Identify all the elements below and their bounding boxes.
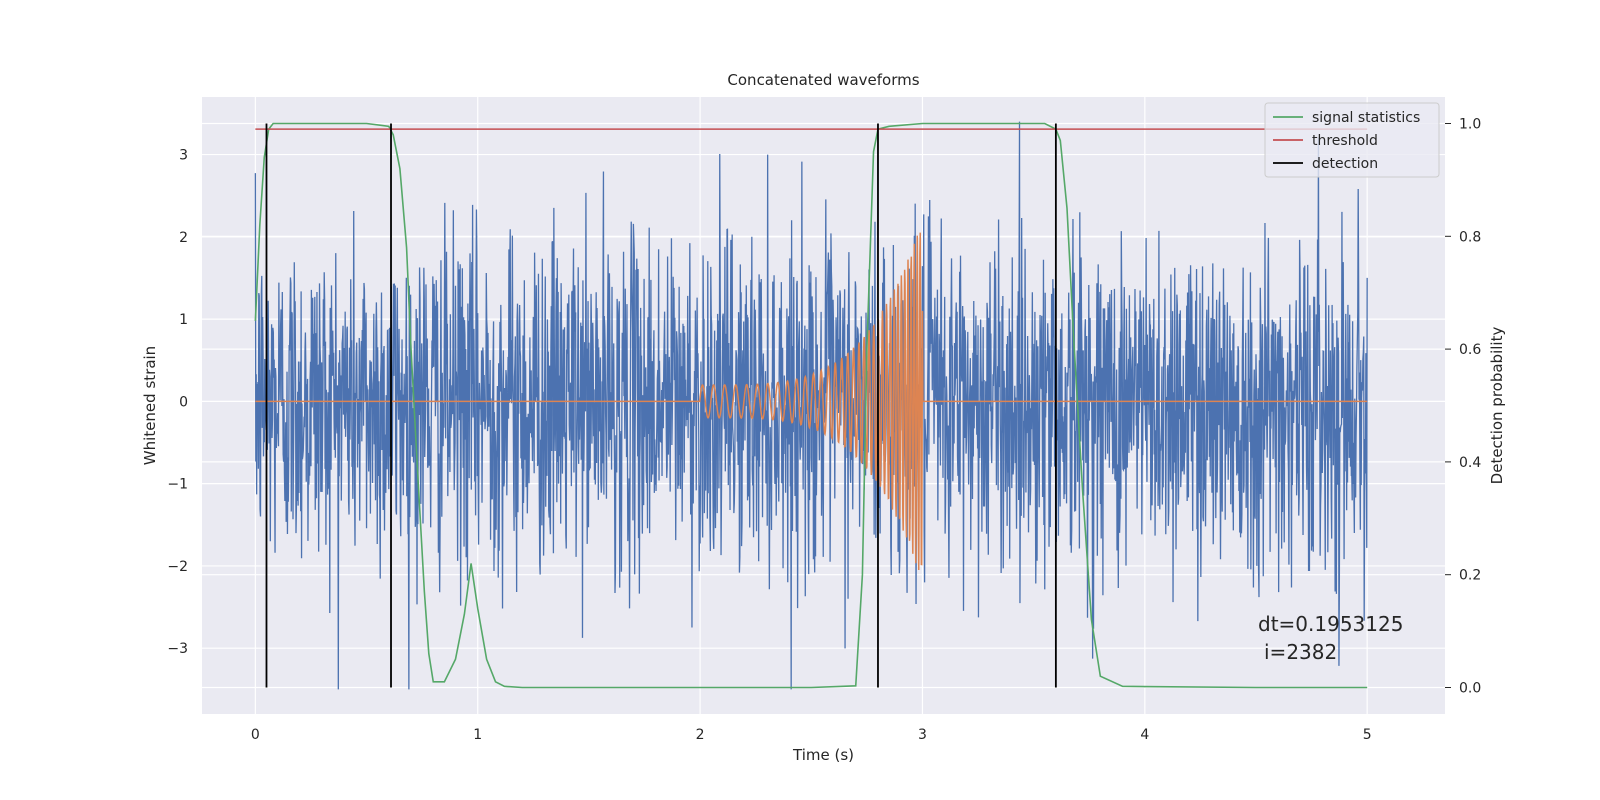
legend-entries: signal statistics threshold detection — [1273, 110, 1420, 172]
legend-label: threshold — [1312, 133, 1378, 149]
annotation-i: i=2382 — [1264, 640, 1337, 664]
y-axis-label-right: Detection probability — [1488, 327, 1506, 485]
detection-lines — [265, 123, 1057, 688]
chart-title: Concatenated waveforms — [727, 71, 919, 89]
y-tick-label: −1 — [167, 477, 188, 493]
y-tick-label: 3 — [179, 148, 188, 164]
x-tick-label: 3 — [918, 727, 927, 743]
y-right-tick-label: 0.8 — [1459, 229, 1481, 245]
y-right-tick-label: 0.2 — [1459, 568, 1481, 584]
series-layer — [254, 121, 1368, 690]
y-tick-label: 0 — [179, 394, 188, 410]
x-tick-label: 5 — [1363, 727, 1372, 743]
y-right-tick-label: 0.4 — [1459, 455, 1481, 471]
x-tick-label: 4 — [1140, 727, 1149, 743]
x-tick-label: 2 — [696, 727, 705, 743]
legend: signal statistics threshold detection — [1264, 102, 1440, 178]
noise-series-line — [254, 121, 1368, 690]
y-axis-label: Whitened strain — [141, 346, 159, 465]
y-tick-label: −3 — [167, 641, 188, 657]
axis-ticks: 0 1 2 3 4 5 −3 −2 −1 0 1 2 3 0.0 0.2 0.4 0.6 0.8 1.0 — [167, 117, 1481, 743]
y-tick-label: 1 — [179, 312, 188, 328]
legend-label: detection — [1312, 156, 1378, 172]
y-tick-label: 2 — [179, 230, 188, 246]
chirp-series-line — [255, 232, 1368, 571]
legend-box — [1264, 102, 1440, 178]
y-right-tick-label: 0.6 — [1459, 342, 1481, 358]
y-right-tick-label: 1.0 — [1459, 117, 1481, 133]
x-axis-label: Time (s) — [792, 746, 854, 764]
signal-statistics-line — [254, 122, 1368, 689]
x-tick-label: 1 — [473, 727, 482, 743]
y-right-tick-label: 0.0 — [1459, 680, 1481, 696]
annotation-dt: dt=0.1953125 — [1258, 612, 1403, 636]
x-tick-label: 0 — [251, 727, 260, 743]
legend-label: signal statistics — [1312, 110, 1420, 126]
y-tick-label: −2 — [167, 559, 188, 575]
